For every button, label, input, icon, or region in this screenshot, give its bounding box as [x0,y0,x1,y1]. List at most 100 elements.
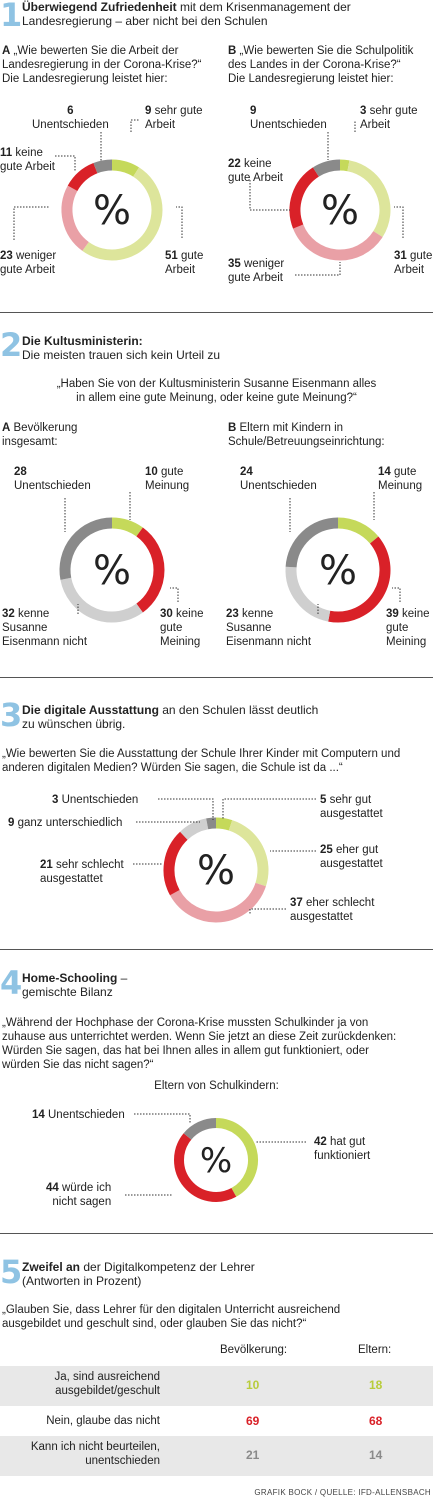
section-divider [0,1233,433,1234]
table-value-eltern: 18 [369,1378,383,1392]
leader-line [249,180,290,211]
question-1b: B „Wie bewerten Sie die Schulpolitik des… [228,45,414,85]
donut-slice-1b-1 [347,160,391,238]
percent-symbol-2b: % [319,548,357,594]
donut-chart-1b: % [289,159,391,261]
donut-slice-1a-3 [67,163,98,192]
question-1a: A „Wie bewerten Sie die Arbeit der Lande… [2,45,202,85]
table-header-bevoelkerung: Bevölkerung: [220,1344,288,1356]
label-3-unentschieden: 3 Unentschieden [52,794,139,806]
question-4: „Während der Hochphase der Corona-Krise … [2,1017,397,1071]
section-divider [0,949,433,950]
section-4-title: Home-Schooling – gemischte Bilanz [22,971,128,999]
donut-slice-4-1 [174,1133,237,1202]
label-1a-gute: 51 gute Arbeit [165,250,204,276]
label-3-eher-gut: 25 eher gut ausgestattet [320,844,383,870]
label-2b-kenne-nicht: 23 kenne Susanne Eisenmann nicht [226,608,312,648]
percent-symbol-2a: % [93,548,131,594]
donut-chart-1a: % [61,159,163,261]
label-1a-unentschieden: 6 Unentschieden [32,105,109,131]
label-3-sehr-schlecht: 21 sehr schlecht ausgestattet [40,859,124,885]
table-row-label: Nein, glaube das nicht [46,1415,160,1427]
section-5-title: Zweifel an der Digitalkompetenz der Lehr… [22,1260,255,1288]
question-3: „Wie bewerten Sie die Ausstattung der Sc… [2,748,401,774]
table-value-bevoelkerung: 21 [246,1448,260,1462]
donut-slice-3-0 [215,817,233,831]
label-2b-keine-gute: 39 keine gute Meining [386,608,430,648]
donut-slice-3-1 [228,820,269,887]
donut-chart-3: % [163,817,269,923]
donut-slice-3-5 [206,817,217,830]
table-row-label: Ja, sind ausreichend ausgebildet/geschult [54,1371,160,1397]
donut-slice-2a-2 [60,577,143,623]
label-2a-gute-meinung: 10 gute Meinung [145,466,190,492]
donut-slice-2b-2 [285,566,331,622]
donut-slice-2a-0 [111,517,143,537]
question-2a: A Bevölkerung insgesamt: [2,422,78,448]
label-1b-gute: 31 gute Arbeit [394,250,433,276]
source-credit: GRAFIK BOCK / QUELLE: IFD-ALLENSBACH [254,1488,431,1497]
leader-lines [13,119,404,1196]
donut-slice-3-4 [180,818,209,840]
section-3-title: Die digitale Ausstattung an den Schulen … [22,703,319,731]
section-number-4: 4 [0,964,23,1002]
label-4-unentschieden: 14 Unentschieden [32,1109,125,1121]
percent-symbol-4: % [200,1141,232,1181]
table-header-eltern: Eltern: [358,1344,392,1356]
label-4-nicht-sagen: 44 würde ich nicht sagen [46,1182,112,1208]
label-1a-keine-gute: 11 keine gute Arbeit [0,147,55,173]
percent-symbol-3: % [197,848,235,894]
table-row-label: Kann ich nicht beurteilen, unentschieden [30,1441,160,1467]
donut-slice-1b-4 [312,159,341,177]
donut-slice-1a-4 [93,159,113,174]
leader-line [170,587,179,602]
leader-line [392,587,401,602]
donut-slice-1b-3 [289,167,320,229]
leader-line [394,206,404,238]
label-1a-sehr-gute: 9 sehr gute Arbeit [145,105,203,131]
question-2: „Haben Sie von der Kultusministerin Susa… [56,378,377,404]
label-1b-sehr-gute: 3 sehr gute Arbeit [360,105,418,131]
donut-slice-1a-2 [61,185,89,251]
label-1b-weniger-gute: 35 weniger gute Arbeit [228,258,285,284]
donut-slice-1a-0 [111,159,140,177]
label-1a-weniger-gute: 23 weniger gute Arbeit [0,250,57,276]
label-4-gut-funktioniert: 42 hat gut funktioniert [314,1136,371,1162]
subtitle-4: Eltern von Schulkindern: [154,1080,279,1092]
label-2b-gute-meinung: 14 gute Meinung [378,466,423,492]
label-1b-keine-gute: 22 keine gute Arbeit [228,158,283,184]
table-value-bevoelkerung: 10 [246,1378,260,1392]
donut-chart-2b: % [285,517,391,623]
label-2a-keine-gute: 30 keine gute Meining [160,608,204,648]
donut-slice-1b-2 [293,224,383,261]
donut-slice-2b-0 [337,517,379,544]
section-number-3: 3 [0,696,23,734]
label-3-ganz-unterschiedlich: 9 ganz unterschiedlich [8,817,123,829]
section-number-1: 1 [0,0,23,34]
percent-symbol-1b: % [321,188,359,234]
label-3-sehr-gut: 5 sehr gut ausgestattet [320,794,383,820]
section-divider [0,312,433,313]
table-row: Kann ich nicht beurteilen, unentschieden … [0,1436,433,1476]
question-2b: B Eltern mit Kindern in Schule/Betreuungs… [228,422,385,448]
question-5: „Glauben Sie, dass Lehrer für den digita… [2,1304,341,1330]
leader-line [295,262,341,276]
section-1-title: Überwiegend Zufriedenheit mit dem Krisen… [22,0,351,28]
donut-slice-4-2 [183,1118,217,1140]
donut-slice-2a-3 [59,517,113,580]
donut-slice-2b-1 [328,536,391,623]
leader-line [176,206,183,238]
leader-line [130,119,140,132]
label-1b-unentschieden: 9 Unentschieden [250,105,327,131]
donut-chart-4: % [174,1118,258,1202]
section-2-title: Die Kultusministerin: Die meisten trauen … [22,334,221,362]
percent-symbol-1a: % [93,188,131,234]
label-2a-kenne-nicht: 32 kenne Susanne Eisenmann nicht [2,608,88,648]
section-number-2: 2 [0,326,23,364]
donut-slice-3-3 [163,831,188,896]
donut-slice-2b-3 [285,517,339,568]
label-2a-unentschieden: 28 Unentschieden [14,466,91,492]
section-number-5: 5 [0,1253,23,1291]
label-2b-unentschieden: 24 Unentschieden [240,466,317,492]
